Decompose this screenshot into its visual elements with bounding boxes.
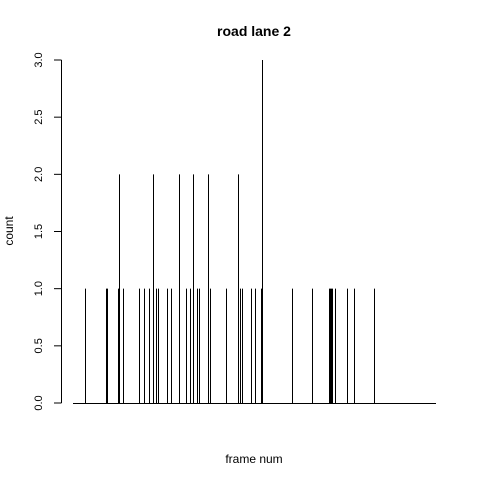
bars-group <box>85 60 375 403</box>
y-tick-label: 0.5 <box>33 338 45 353</box>
y-tick-label: 2.5 <box>33 110 45 125</box>
y-tick-label: 2.0 <box>33 167 45 182</box>
x-axis-label: frame num <box>225 452 282 466</box>
chart-title: road lane 2 <box>217 23 291 39</box>
y-axis: 0.0 0.5 1.0 1.5 2.0 2.5 3.0 <box>33 52 62 411</box>
y-tick-label: 1.0 <box>33 281 45 296</box>
y-tick-label: 1.5 <box>33 224 45 239</box>
y-axis-label: count <box>2 216 16 246</box>
y-tick-label: 0.0 <box>33 395 45 410</box>
y-tick-label: 3.0 <box>33 52 45 67</box>
